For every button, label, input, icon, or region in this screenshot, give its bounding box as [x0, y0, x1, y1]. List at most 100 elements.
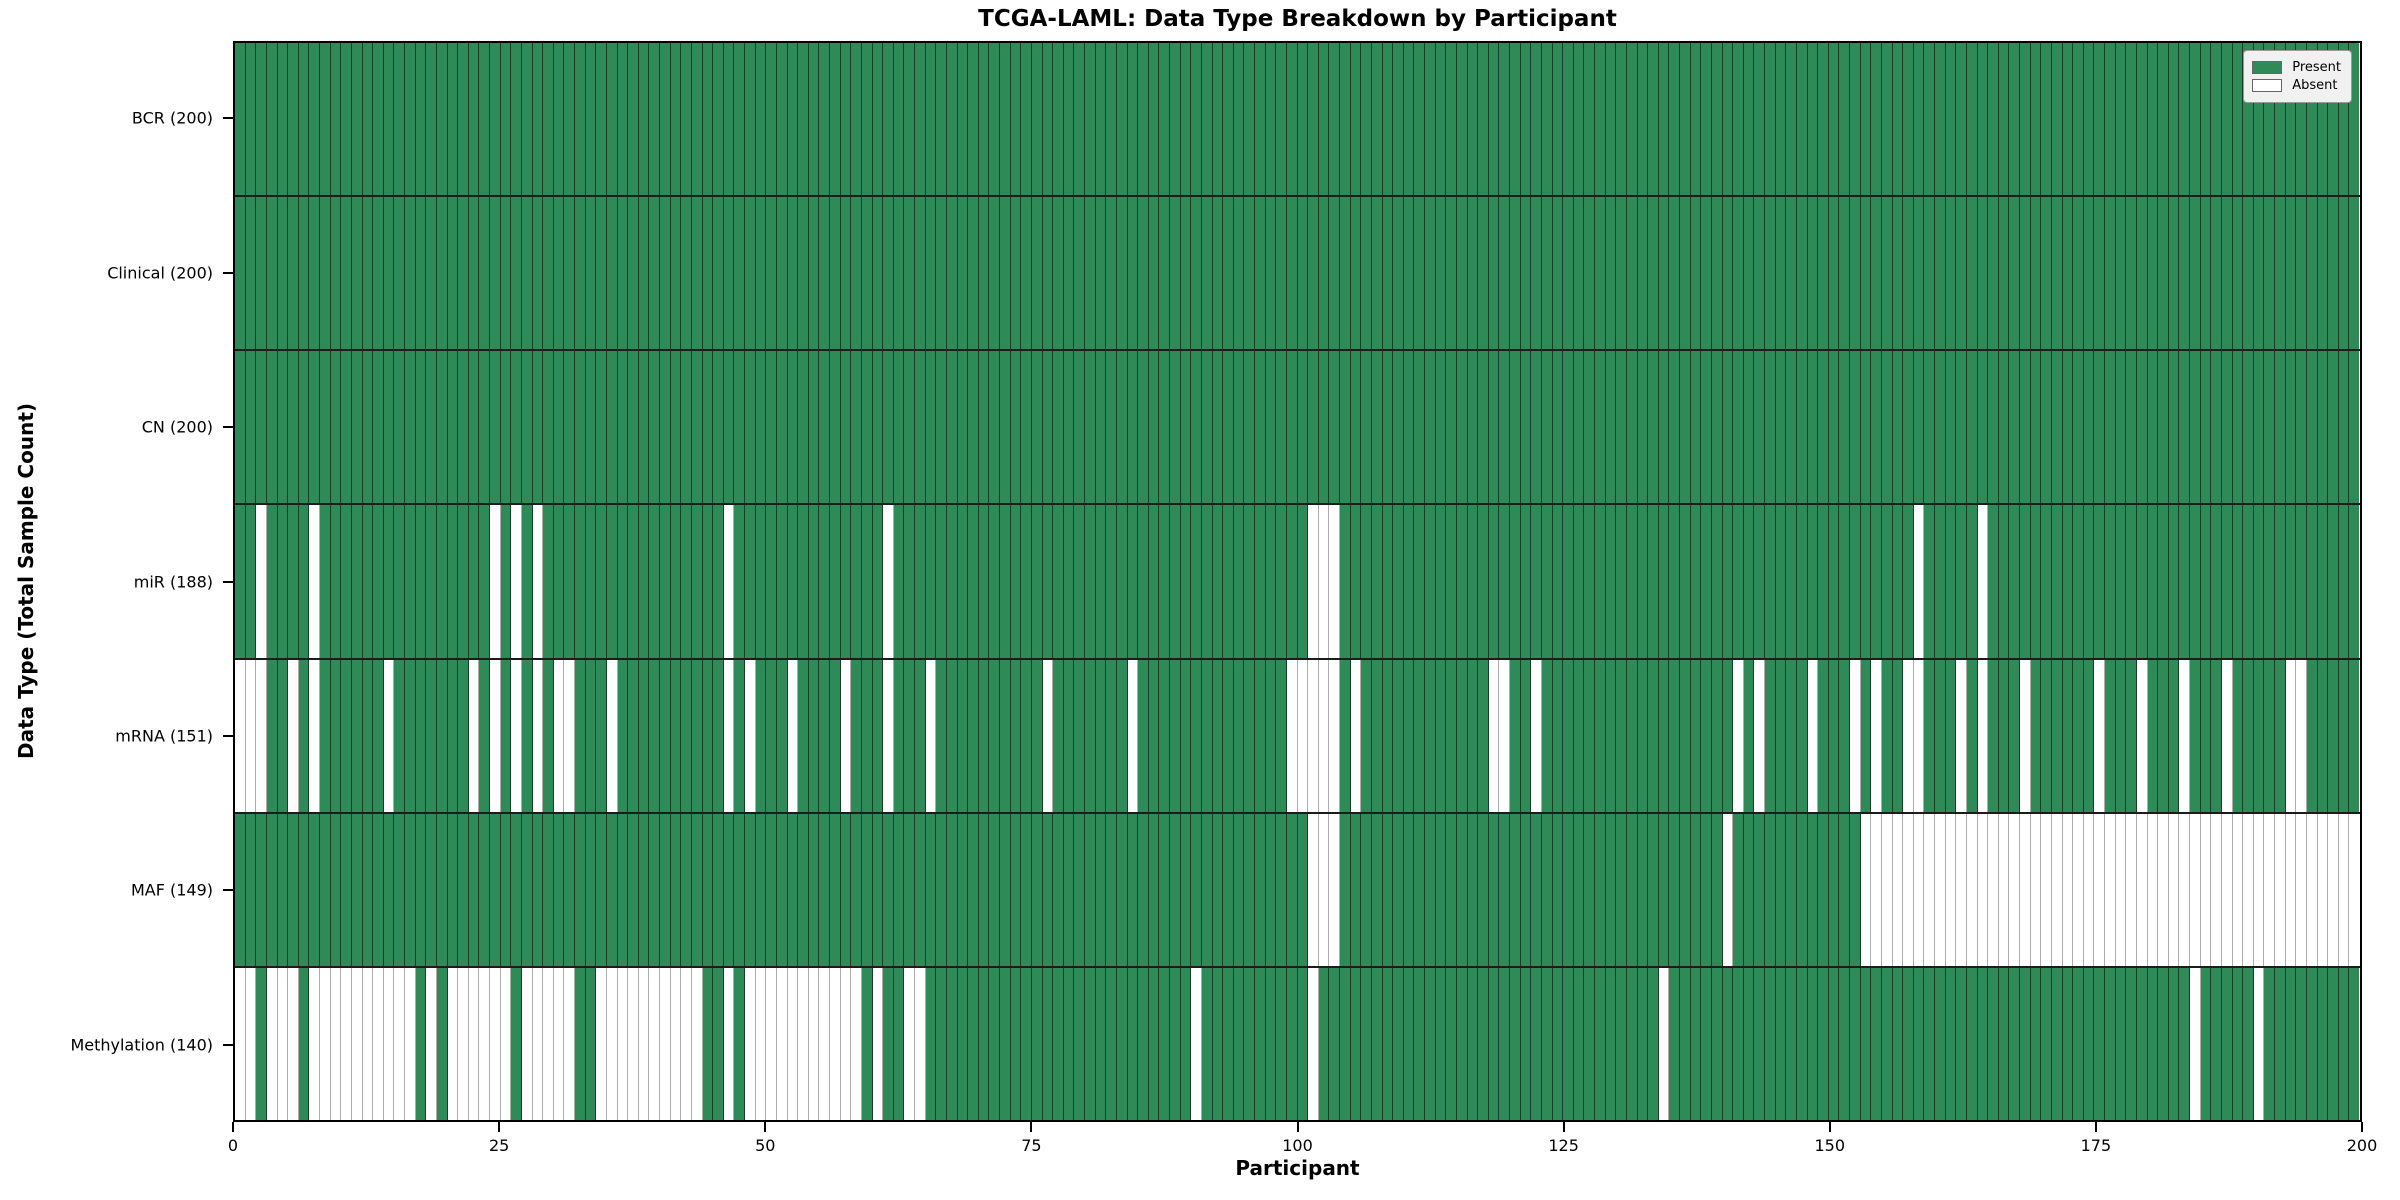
heatmap-cell [1775, 197, 1787, 350]
heatmap-cell [1499, 813, 1510, 966]
heatmap-cell [1350, 659, 1362, 812]
heatmap-cell [649, 967, 660, 1120]
heatmap-cell [2317, 197, 2329, 350]
heatmap-cell [2073, 813, 2084, 966]
heatmap-cell [2094, 813, 2105, 966]
heatmap-cell [1541, 505, 1553, 658]
heatmap-cell [1510, 813, 1521, 966]
heatmap-cell [1435, 351, 1447, 504]
heatmap-cell [277, 967, 289, 1120]
heatmap-cell [2200, 505, 2212, 658]
x-tick-label: 75 [1021, 1136, 1042, 1155]
heatmap-cell [1754, 43, 1765, 196]
heatmap-cell [1850, 197, 1861, 350]
heatmap-cell [957, 659, 969, 812]
heatmap-cell [479, 197, 490, 350]
heatmap-cell [1807, 813, 1819, 966]
heatmap-cell [606, 967, 618, 1120]
heatmap-cell [1393, 43, 1404, 196]
heatmap-cell [1998, 351, 2010, 504]
heatmap-cell [2275, 351, 2286, 504]
heatmap-cell [617, 351, 629, 504]
heatmap-cell [649, 351, 660, 504]
heatmap-cell [1935, 659, 1946, 812]
heatmap-cell [1053, 659, 1064, 812]
heatmap-cell [702, 813, 714, 966]
heatmap-cell [1637, 967, 1649, 1120]
heatmap-cell [1658, 197, 1670, 350]
heatmap-cell [1191, 967, 1202, 1120]
heatmap-cell [575, 505, 586, 658]
heatmap-cell [2094, 659, 2105, 812]
heatmap-cell [2041, 813, 2052, 966]
heatmap-cell [1765, 43, 1776, 196]
heatmap-cell [1488, 351, 1500, 504]
heatmap-cell [1796, 813, 1808, 966]
heatmap-cell [723, 351, 735, 504]
heatmap-cell [1573, 967, 1585, 1120]
heatmap-cell [320, 43, 331, 196]
heatmap-cell [808, 659, 820, 812]
heatmap-row-bcr [235, 43, 2360, 198]
heatmap-cell [1595, 197, 1606, 350]
heatmap-cell [447, 505, 459, 658]
heatmap-cell [373, 967, 384, 1120]
heatmap-cell [1371, 659, 1383, 812]
heatmap-cell [936, 43, 947, 196]
heatmap-cell [1881, 813, 1893, 966]
heatmap-cell [766, 197, 777, 350]
heatmap-cell [426, 43, 437, 196]
heatmap-cell [1988, 197, 1999, 350]
heatmap-cell [405, 813, 416, 966]
heatmap-cell [2221, 505, 2233, 658]
heatmap-cell [2306, 813, 2318, 966]
y-axis-label: Data Type (Total Sample Count) [14, 402, 38, 760]
heatmap-cell [2253, 43, 2265, 196]
heatmap-cell [1786, 505, 1797, 658]
heatmap-cell [638, 197, 650, 350]
y-tick-mark [223, 426, 233, 429]
heatmap-cell [1765, 813, 1776, 966]
heatmap-cell [2275, 659, 2286, 812]
heatmap-cell [2190, 505, 2201, 658]
heatmap-cell [2041, 967, 2052, 1120]
heatmap-cell [1276, 967, 1287, 1120]
heatmap-cell [1903, 813, 1914, 966]
y-tick-mark [223, 889, 233, 892]
heatmap-cell [1786, 813, 1797, 966]
heatmap-cell [1329, 659, 1340, 812]
heatmap-cell [2009, 197, 2020, 350]
heatmap-cell [2211, 659, 2222, 812]
heatmap-cell [1223, 505, 1234, 658]
heatmap-cell [1552, 43, 1564, 196]
heatmap-cell [936, 197, 947, 350]
legend-item-present: Present [2252, 60, 2341, 75]
heatmap-cell [1733, 505, 1744, 658]
heatmap-cell [1095, 43, 1107, 196]
heatmap-cell [235, 813, 246, 966]
heatmap-cell [479, 813, 490, 966]
heatmap-cell [2296, 43, 2307, 196]
heatmap-cell [670, 813, 682, 966]
heatmap-cell [1414, 43, 1425, 196]
heatmap-cell [2306, 659, 2318, 812]
heatmap-cell [1563, 505, 1574, 658]
heatmap-cell [447, 967, 459, 1120]
heatmap-cell [1106, 967, 1117, 1120]
heatmap-cell [1393, 351, 1404, 504]
heatmap-cell [479, 505, 490, 658]
heatmap-cell [1499, 197, 1510, 350]
heatmap-cell [1031, 813, 1043, 966]
heatmap-cell [1658, 43, 1670, 196]
heatmap-cell [2136, 43, 2148, 196]
heatmap-cell [851, 505, 862, 658]
heatmap-cell [1520, 43, 1532, 196]
heatmap-cell [681, 813, 692, 966]
heatmap-cell [373, 505, 384, 658]
heatmap-cell [1850, 813, 1861, 966]
heatmap-cell [1425, 659, 1436, 812]
heatmap-cell [351, 43, 363, 196]
heatmap-cell [2051, 967, 2063, 1120]
heatmap-cell [1743, 659, 1755, 812]
heatmap-cell [1371, 43, 1383, 196]
